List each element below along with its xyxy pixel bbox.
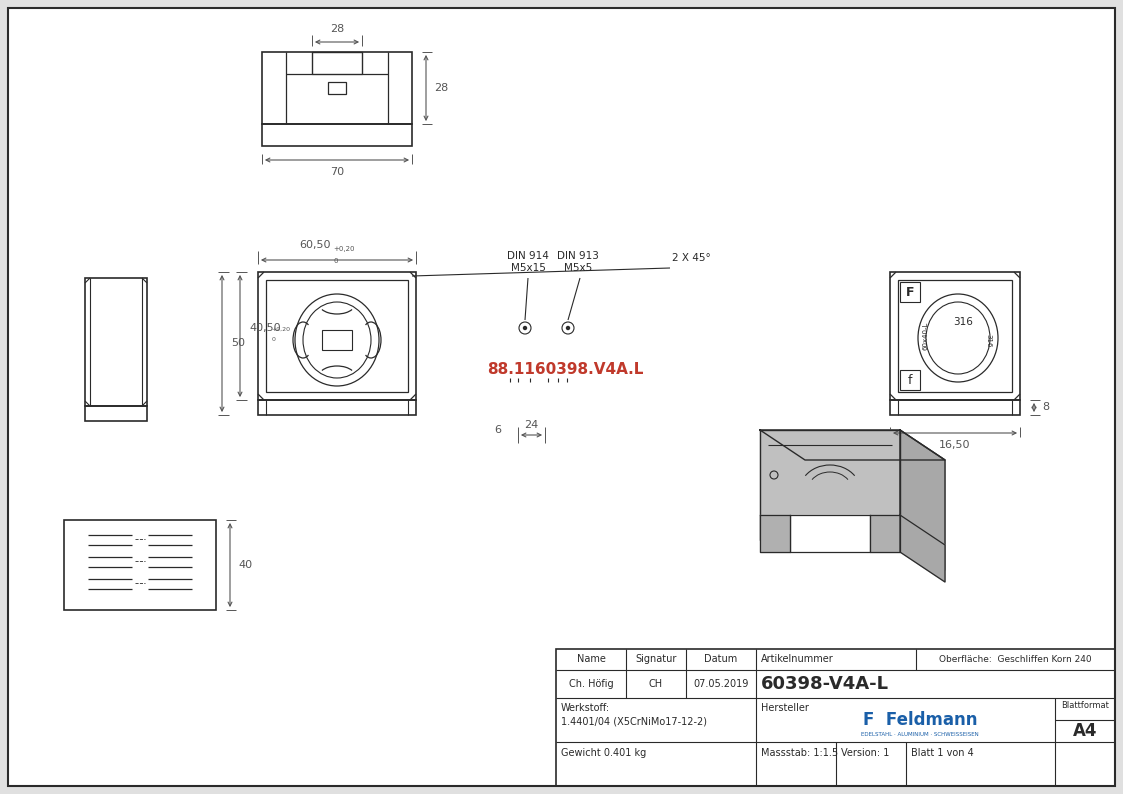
Text: 316: 316 [985, 334, 990, 348]
Polygon shape [900, 515, 944, 582]
Text: 50: 50 [231, 338, 245, 349]
Polygon shape [900, 430, 944, 570]
Text: +0,20: +0,20 [334, 246, 355, 252]
Text: 16,50: 16,50 [939, 440, 970, 450]
Text: Blatt 1 von 4: Blatt 1 von 4 [911, 748, 974, 758]
Bar [85, 278, 147, 406]
Bar [322, 330, 351, 350]
Polygon shape [760, 515, 789, 552]
Text: 316: 316 [953, 317, 973, 327]
Text: +0,20: +0,20 [272, 327, 291, 332]
Text: Gewicht 0.401 kg: Gewicht 0.401 kg [562, 748, 646, 758]
Polygon shape [760, 430, 900, 540]
Text: 2 X 45°: 2 X 45° [672, 253, 711, 263]
Text: 28: 28 [330, 24, 344, 34]
Text: Werkstoff:: Werkstoff: [562, 703, 610, 713]
Bar [891, 400, 1020, 415]
Text: 6: 6 [494, 425, 502, 435]
Bar [328, 82, 346, 94]
Text: 0: 0 [334, 258, 338, 264]
Polygon shape [789, 515, 870, 552]
Bar [258, 272, 416, 400]
Text: 60x40-L: 60x40-L [923, 322, 929, 350]
Text: Massstab: 1:1.5: Massstab: 1:1.5 [761, 748, 838, 758]
Text: 70: 70 [330, 167, 344, 177]
Text: 88.1160398.V4A.L: 88.1160398.V4A.L [486, 363, 643, 377]
Text: Datum: Datum [704, 654, 738, 664]
Bar [64, 520, 216, 610]
Text: Hersteller: Hersteller [761, 703, 809, 713]
Text: 60,50: 60,50 [300, 240, 331, 250]
Polygon shape [760, 430, 944, 460]
Text: F: F [906, 286, 914, 299]
Text: 0: 0 [272, 337, 275, 342]
Text: 28: 28 [433, 83, 448, 93]
Polygon shape [870, 515, 900, 552]
Bar [266, 280, 408, 392]
Text: 24: 24 [523, 420, 538, 430]
Text: 1.4401/04 (X5CrNiMo17-12-2): 1.4401/04 (X5CrNiMo17-12-2) [562, 716, 707, 726]
Bar [258, 400, 416, 415]
Text: Name: Name [576, 654, 605, 664]
Text: A4: A4 [1072, 722, 1097, 740]
Bar [262, 124, 412, 146]
Text: DIN 913
M5x5: DIN 913 M5x5 [557, 251, 599, 273]
Bar [900, 370, 920, 390]
Bar [262, 52, 412, 124]
Text: CH: CH [649, 679, 663, 689]
Text: Version: 1: Version: 1 [841, 748, 889, 758]
Text: Oberfläche:  Geschliffen Korn 240: Oberfläche: Geschliffen Korn 240 [939, 654, 1092, 664]
Text: 8: 8 [1042, 403, 1049, 413]
Text: 60398-V4A-L: 60398-V4A-L [761, 675, 889, 693]
Text: DIN 914
M5x15: DIN 914 M5x15 [508, 251, 549, 273]
Text: 40,50: 40,50 [249, 323, 281, 333]
Bar [891, 272, 1020, 400]
Text: f: f [907, 373, 912, 387]
Bar [85, 406, 147, 421]
Circle shape [523, 326, 527, 330]
Text: Artikelnummer: Artikelnummer [761, 654, 833, 664]
Circle shape [566, 326, 569, 330]
Text: F  Feldmann: F Feldmann [862, 711, 977, 729]
Text: Signatur: Signatur [636, 654, 677, 664]
Text: 07.05.2019: 07.05.2019 [693, 679, 749, 689]
Bar [556, 649, 1115, 786]
Text: Ch. Höfig: Ch. Höfig [568, 679, 613, 689]
Text: Blattformat: Blattformat [1061, 702, 1108, 711]
Bar [312, 52, 362, 74]
Text: 40: 40 [238, 560, 253, 570]
Text: EDELSTAHL · ALUMINIUM · SCHWEISSEISEN: EDELSTAHL · ALUMINIUM · SCHWEISSEISEN [861, 731, 979, 737]
Bar [898, 280, 1012, 392]
Bar [900, 282, 920, 302]
